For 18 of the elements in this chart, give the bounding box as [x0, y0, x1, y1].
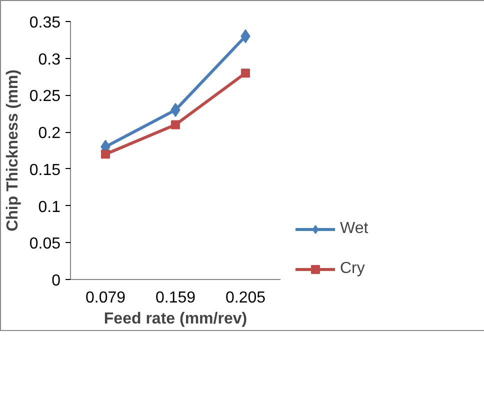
x-tick-label: 0.205 [225, 290, 266, 306]
y-tick-label: 0.35 [29, 14, 61, 32]
point [171, 120, 180, 130]
y-tick-label: 0.15 [29, 162, 61, 179]
y-tick-label: 0 [52, 272, 61, 290]
point [241, 68, 250, 78]
x-tick-label: 0.079 [85, 290, 126, 306]
y-tick-label: 0.2 [38, 125, 61, 142]
y-tick-label: 0.1 [38, 198, 61, 216]
x-axis-title: Feed rate (mm/rev) [104, 310, 248, 328]
y-axis-title: Chip Thickness (mm) [4, 70, 22, 232]
y-tick-label: 0.25 [29, 88, 61, 106]
point [101, 150, 110, 159]
y-tick-label: 0.3 [38, 51, 61, 68]
y-tick-label: 0.05 [29, 236, 61, 253]
legend-label: Wet [340, 220, 368, 238]
legend-label: Cry [340, 260, 365, 278]
x-tick-label: 0.159 [155, 290, 196, 306]
